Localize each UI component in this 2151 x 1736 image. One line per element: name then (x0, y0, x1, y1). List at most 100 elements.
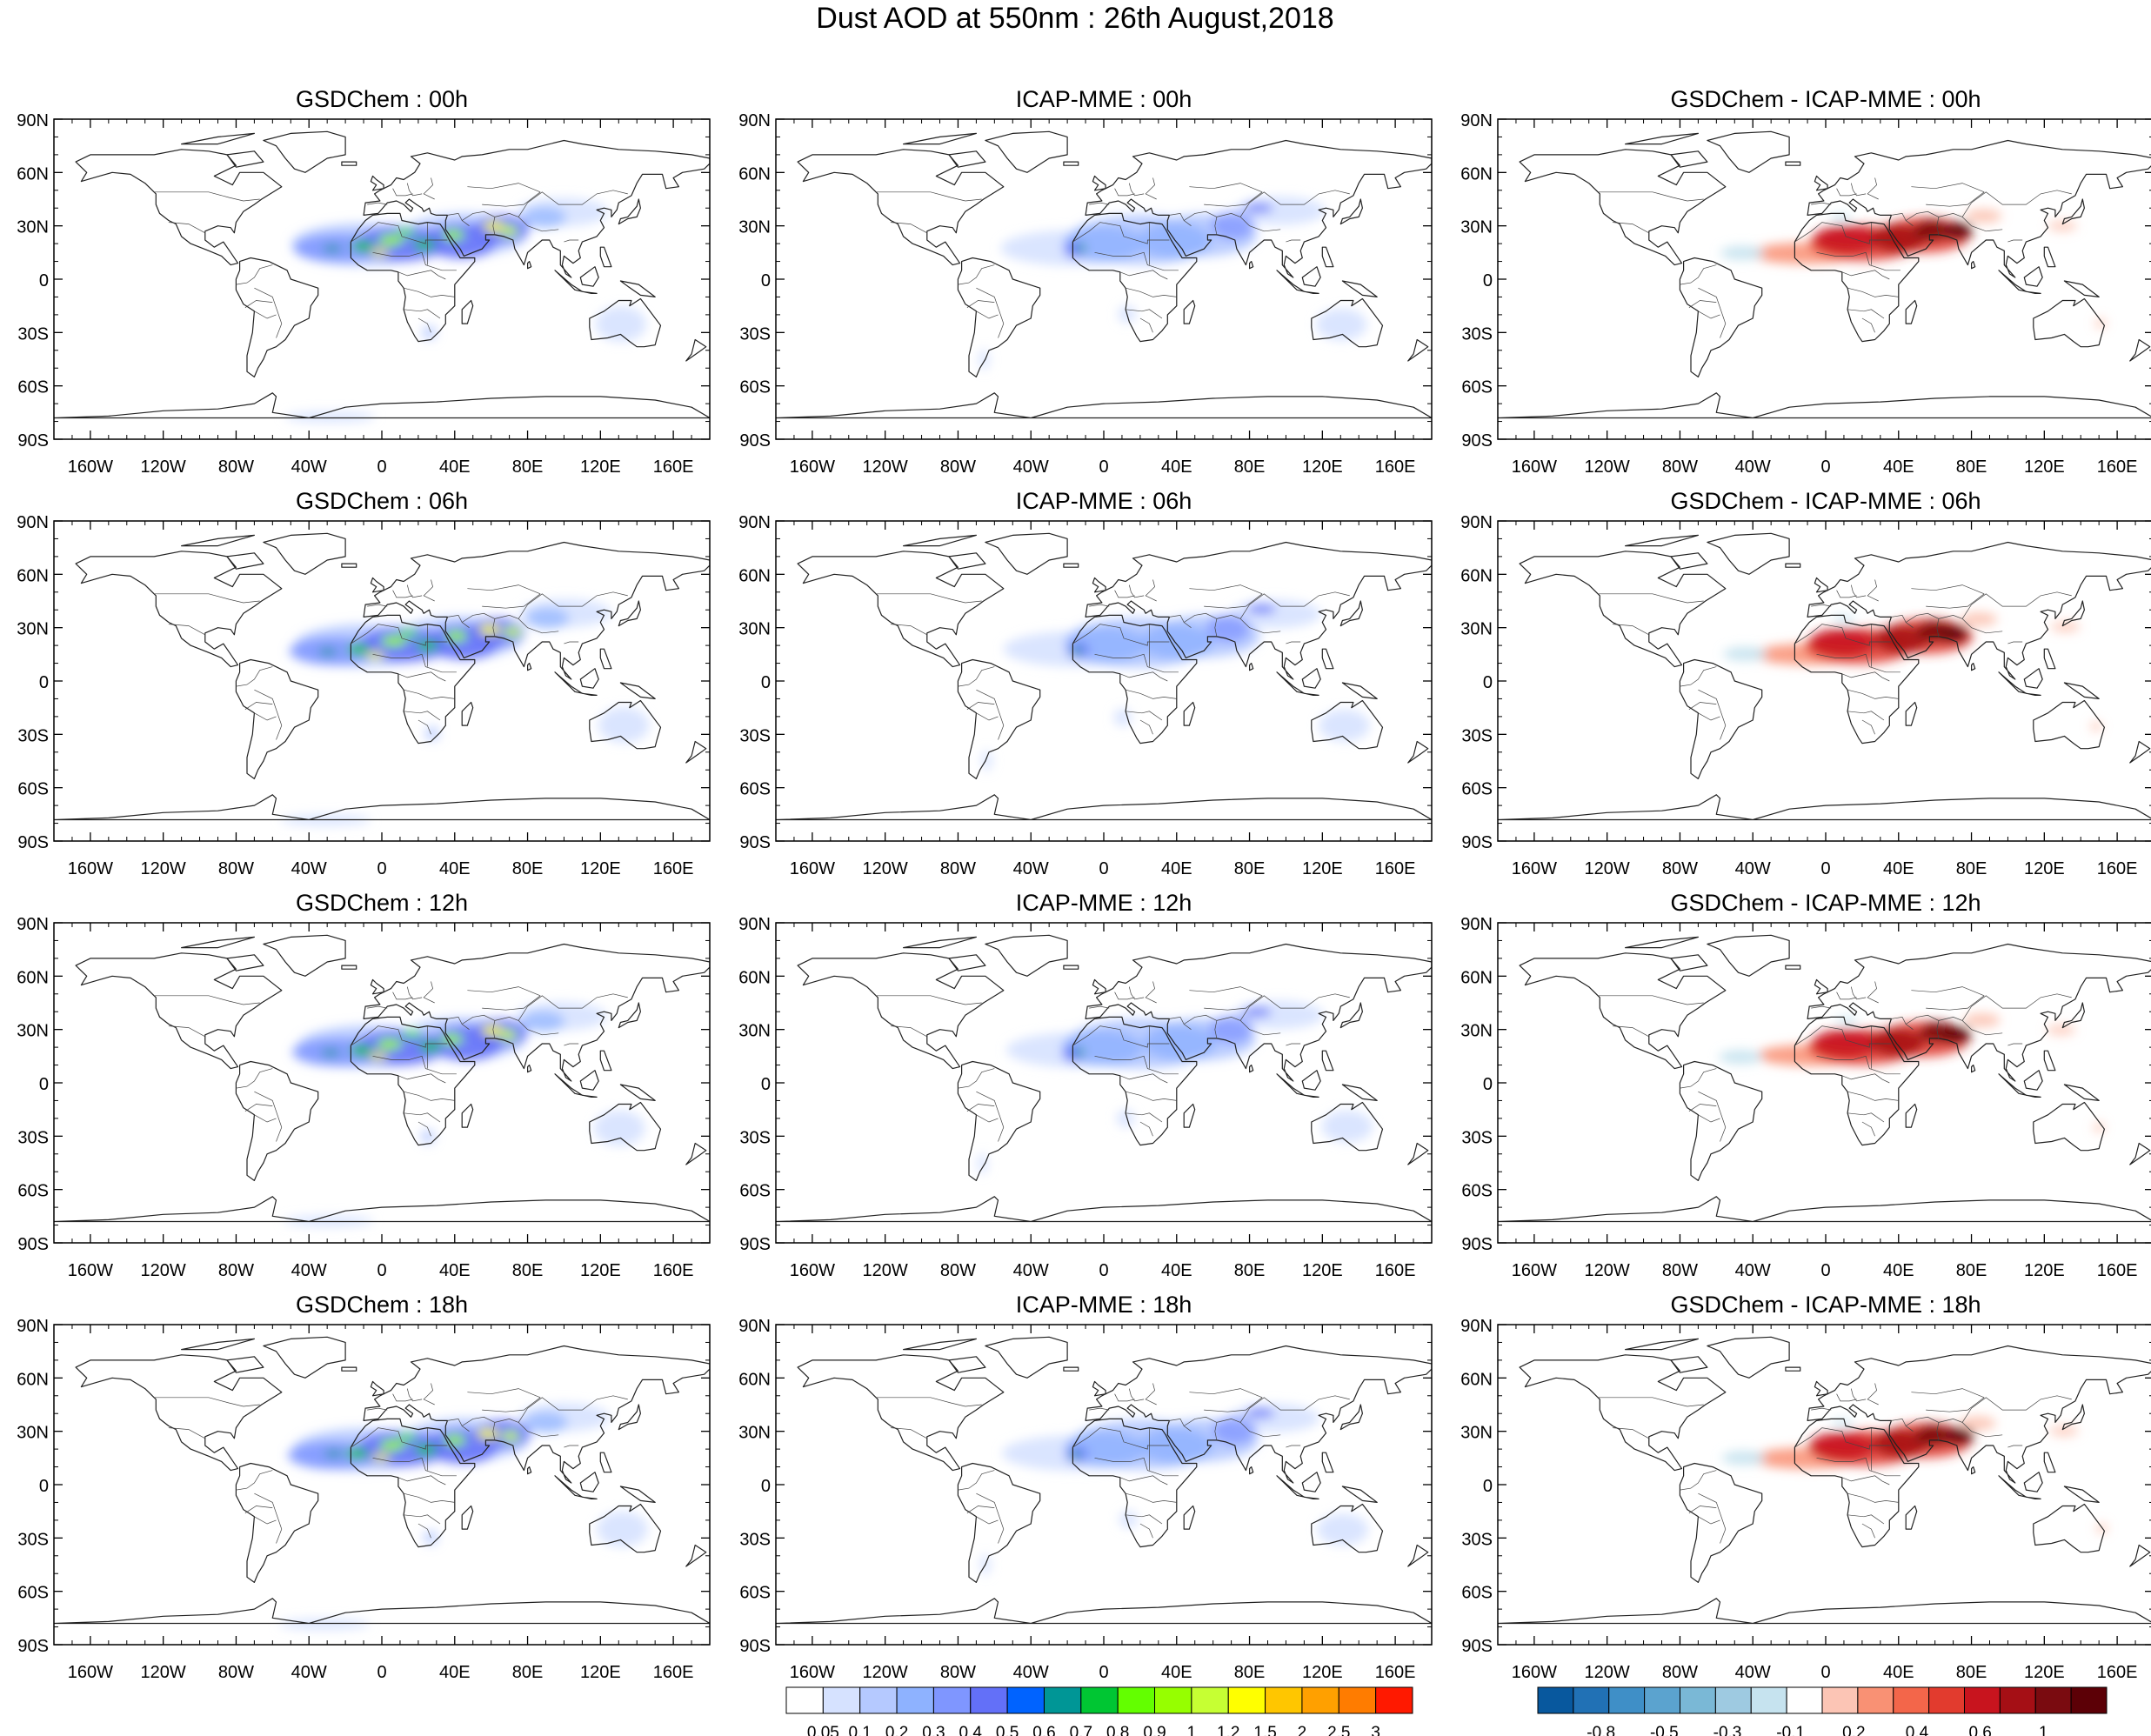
colorbar-label: 1 (1187, 1724, 1197, 1736)
border-line (1698, 712, 1720, 721)
coastline-eurasia (1807, 943, 2151, 1082)
coastline-south-america (1679, 1060, 1763, 1182)
coastline-madagascar (461, 299, 474, 324)
border-line (482, 1397, 541, 1412)
lon-label: 80E (512, 1261, 544, 1280)
lat-label: 60N (17, 566, 49, 585)
lon-label: 120E (2024, 1663, 2065, 1682)
dust-region (1871, 224, 1927, 253)
border-line (404, 711, 441, 721)
border-line (1688, 1506, 1717, 1513)
border-line (564, 1445, 579, 1448)
border-line (404, 309, 441, 319)
country-borders (876, 579, 1350, 740)
dust-region (350, 1045, 373, 1056)
map-panel-1-2: GSDChem - ICAP-MME : 06h 90N 60N 30N 0 30S 60S… (1460, 488, 2151, 878)
border-line (564, 239, 579, 243)
dust-region (1809, 628, 1875, 657)
dust-region (1211, 210, 1255, 240)
map-background (54, 923, 710, 1243)
border-line (467, 584, 541, 595)
colorbar-swatch (932, 1686, 972, 1714)
coastline-borneo (579, 668, 599, 689)
lon-label: 120W (141, 1261, 186, 1280)
lon-label: 120E (580, 457, 621, 477)
border-line (1239, 993, 1350, 1021)
coastline-madagascar (1905, 1505, 1918, 1530)
coastline-philippines (1321, 1050, 1334, 1072)
border-line (254, 310, 277, 319)
border-line (1126, 1492, 1177, 1503)
border-line (1169, 213, 1192, 226)
coastline-south-america (235, 257, 319, 377)
coastline-greenland (1707, 934, 1790, 977)
dust-region (525, 607, 570, 630)
country-borders (1598, 981, 2072, 1142)
lon-label: 0 (377, 859, 386, 878)
lat-label: 60S (739, 1584, 771, 1603)
lon-label: 160E (653, 1663, 694, 1682)
border-line (254, 712, 277, 721)
border-line (1094, 1055, 1179, 1075)
coastline-sri-lanka (526, 1064, 532, 1073)
border-line (1794, 1025, 1892, 1048)
lat-label: 0 (1483, 271, 1493, 290)
colorbar-swatch (1117, 1686, 1156, 1714)
dust-region (1137, 223, 1211, 259)
lat-label: 90N (1460, 915, 1493, 934)
dust-region (2090, 720, 2102, 732)
colorbar-swatch (1265, 1686, 1303, 1714)
coastline-philippines (2043, 1050, 2056, 1072)
coastline-africa (1072, 614, 1198, 744)
border-line (244, 702, 273, 710)
coastline-indonesia (1276, 671, 1319, 697)
coastline-uk (370, 978, 384, 995)
border-line (404, 1091, 455, 1101)
border-line (518, 993, 628, 1021)
diff-colorbar: -0.8 -0.5 -0.3 -0.1 0.2 0.4 0.6 1 (1537, 1686, 2108, 1736)
map-background (776, 1325, 1432, 1645)
country-borders (154, 579, 628, 740)
border-line (397, 270, 446, 280)
lon-label: 160E (1375, 457, 1416, 477)
colorbar-swatch (1750, 1686, 1787, 1714)
border-line (1847, 1514, 1885, 1525)
coastline-new-zealand (685, 338, 707, 362)
border-line (966, 1506, 995, 1513)
lon-label: 40E (439, 1261, 471, 1280)
lat-label: 60N (1460, 1370, 1493, 1389)
dust-region (498, 1030, 518, 1041)
lat-label: 30N (738, 620, 771, 639)
border-line (1811, 1407, 1832, 1411)
border-line (1850, 986, 1867, 1000)
border-line (372, 251, 457, 271)
coastline-north-america (797, 1354, 1005, 1472)
lon-label: 80E (1234, 1261, 1266, 1280)
lat-label: 0 (39, 271, 49, 290)
lat-label: 60S (1461, 780, 1493, 799)
coastline-philippines (599, 246, 612, 268)
border-line (1139, 1523, 1153, 1539)
lon-label: 80E (1956, 1261, 1987, 1280)
coastline-greenland (1707, 130, 1790, 173)
border-line (1239, 190, 1350, 217)
dust-field (1721, 1416, 2108, 1534)
coastline-australia (2033, 297, 2105, 348)
lon-label: 160E (2097, 859, 2138, 878)
border-line (254, 689, 283, 740)
lon-label: 40W (291, 1261, 327, 1280)
coastline-antarctica (776, 392, 1432, 419)
border-line (1906, 1416, 1940, 1440)
colorbar-swatch (1006, 1686, 1045, 1714)
coastline-philippines (599, 1050, 612, 1072)
map-background (54, 119, 710, 439)
coastline-new-zealand (685, 1544, 707, 1567)
border-line (462, 612, 496, 637)
lon-label: 40W (1013, 457, 1049, 477)
coastline-borneo (2023, 1472, 2043, 1492)
lat-label: 30N (17, 1424, 49, 1443)
coastline-arctic-islands (181, 534, 255, 547)
coastline-indonesia (1998, 1073, 2041, 1098)
lon-label: 40E (1161, 1663, 1192, 1682)
map-panel-3-0: GSDChem : 18h 90N 60N 30N 0 30S 60S 90S 160W 120W… (17, 1292, 711, 1682)
